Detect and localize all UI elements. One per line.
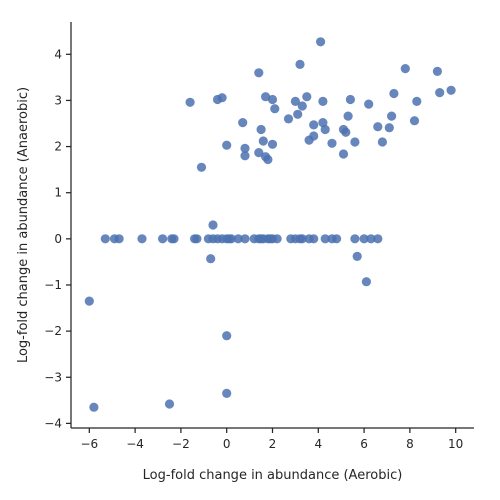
data-point	[208, 220, 218, 230]
data-point	[283, 114, 294, 124]
y-tick-label: −3	[44, 370, 62, 384]
data-point	[196, 162, 207, 172]
y-tick-label: 3	[54, 93, 62, 107]
x-tick-label: 8	[406, 437, 414, 451]
data-point	[327, 138, 337, 148]
y-tick-label: 0	[54, 232, 62, 246]
data-point	[258, 136, 268, 146]
data-point	[387, 111, 397, 121]
x-tick-label: −6	[80, 437, 98, 451]
data-point	[432, 66, 442, 76]
data-point	[114, 234, 124, 244]
x-tick-label: −4	[126, 437, 144, 451]
data-point	[84, 296, 94, 306]
data-point	[320, 234, 330, 244]
data-point	[377, 137, 387, 147]
y-ticks: −4 −3 −2 −1 0 1 2 3 4	[44, 47, 71, 430]
data-point	[169, 234, 179, 244]
y-tick-label: 2	[54, 140, 62, 154]
data-point	[373, 234, 383, 244]
data-point	[290, 96, 300, 106]
data-point	[158, 234, 168, 244]
data-point	[373, 122, 383, 132]
axes	[70, 22, 474, 429]
data-point	[332, 234, 342, 244]
data-point	[297, 101, 307, 111]
data-point	[309, 234, 319, 244]
data-point	[185, 97, 195, 107]
data-point	[435, 88, 445, 98]
data-point	[226, 234, 236, 244]
data-point	[412, 96, 422, 106]
y-tick-label: 1	[54, 186, 62, 200]
data-point	[446, 85, 456, 95]
data-point	[222, 140, 232, 150]
data-point	[309, 120, 319, 130]
data-point	[364, 99, 374, 109]
x-tick-label: 10	[448, 437, 463, 451]
data-point	[100, 234, 110, 244]
data-point	[409, 116, 420, 126]
data-point	[240, 151, 250, 161]
data-point	[192, 234, 202, 244]
y-tick-label: −2	[44, 324, 62, 338]
x-tick-label: 2	[269, 437, 277, 451]
x-ticks: −6 −4 −2 0 2 4 6 8 10	[80, 428, 463, 451]
data-point	[272, 234, 282, 244]
data-point	[320, 124, 330, 135]
data-point	[263, 154, 273, 165]
data-point	[352, 251, 362, 261]
data-point	[222, 331, 232, 341]
data-point	[256, 124, 266, 135]
data-point	[270, 104, 280, 114]
data-point	[261, 92, 271, 102]
data-point	[254, 148, 264, 158]
data-point	[350, 234, 360, 244]
data-point	[338, 149, 349, 159]
x-tick-label: 4	[314, 437, 322, 451]
y-tick-label: −4	[44, 416, 62, 430]
data-point	[240, 234, 250, 244]
x-tick-label: −2	[172, 437, 190, 451]
data-point	[164, 399, 175, 409]
data-point	[137, 234, 147, 244]
y-tick-label: −1	[44, 278, 62, 292]
y-tick-label: 4	[54, 47, 62, 61]
data-points	[84, 37, 456, 412]
data-point	[345, 94, 355, 105]
data-point	[267, 94, 278, 105]
data-point	[341, 127, 351, 137]
data-point	[302, 92, 312, 102]
y-axis-label: Log-fold change in abundance (Anaerobic)	[16, 87, 31, 363]
data-point	[400, 64, 410, 74]
data-point	[295, 59, 305, 69]
data-point	[350, 137, 360, 147]
data-point	[238, 118, 248, 128]
data-point	[361, 277, 371, 287]
data-point	[297, 234, 307, 244]
data-point	[359, 234, 369, 244]
data-point	[343, 111, 353, 121]
data-point	[389, 88, 399, 99]
data-point	[318, 96, 328, 106]
data-point	[222, 388, 232, 398]
data-point	[366, 234, 376, 244]
x-tick-label: 6	[360, 437, 368, 451]
data-point	[384, 123, 394, 133]
data-point	[233, 234, 243, 244]
data-point	[212, 94, 223, 105]
data-point	[316, 37, 326, 47]
x-axis-label: Log-fold change in abundance (Aerobic)	[143, 468, 403, 483]
data-point	[293, 109, 303, 119]
data-point	[240, 143, 250, 153]
x-tick-label: 0	[223, 437, 231, 451]
data-point	[318, 118, 328, 128]
data-point	[206, 254, 216, 264]
data-point	[89, 402, 99, 412]
data-point	[267, 139, 278, 149]
data-point	[254, 68, 264, 78]
data-point	[304, 135, 314, 145]
